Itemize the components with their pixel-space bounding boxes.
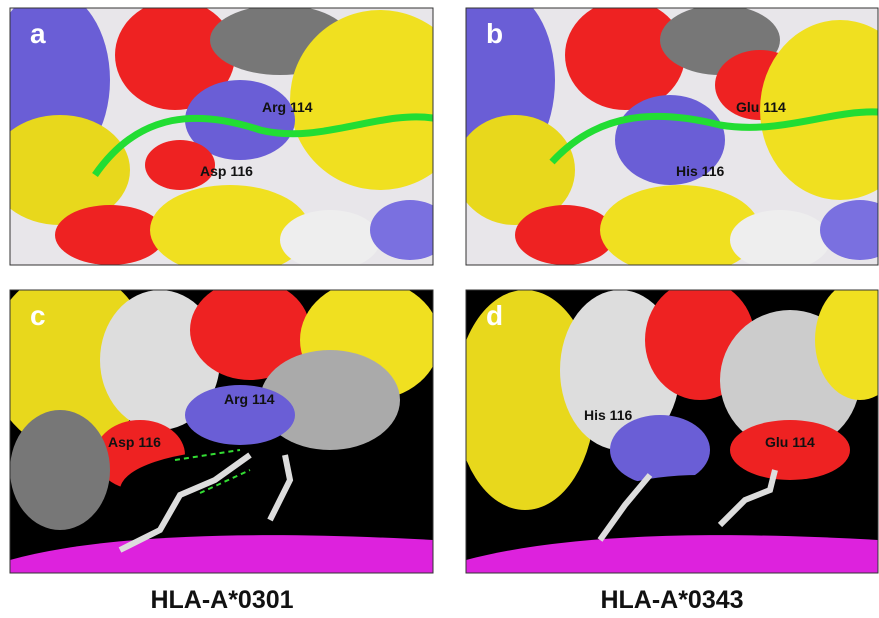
panel-c	[0, 270, 440, 573]
residue-label: Arg 114	[224, 391, 275, 407]
residue-label: Asp 116	[200, 163, 253, 179]
residue-label: Arg 114	[262, 99, 313, 115]
residue-label: Glu 114	[736, 99, 786, 115]
caption: HLA-A*0343	[600, 586, 743, 614]
residue-label: His 116	[676, 163, 724, 179]
panel-b	[445, 0, 879, 275]
residue-label: Glu 114	[765, 434, 815, 450]
caption: HLA-A*0301	[150, 586, 293, 614]
panel-a	[0, 0, 470, 275]
panel-label: a	[30, 18, 46, 49]
residue-label: Asp 116	[108, 434, 161, 450]
residue-label: His 116	[584, 407, 632, 423]
panel-label: c	[30, 300, 46, 331]
panel-d	[455, 280, 879, 573]
figure: a Arg 114 Asp 116 b Glu 114 His 116	[0, 0, 879, 618]
panel-label: b	[486, 18, 503, 49]
panel-label: d	[486, 300, 503, 331]
